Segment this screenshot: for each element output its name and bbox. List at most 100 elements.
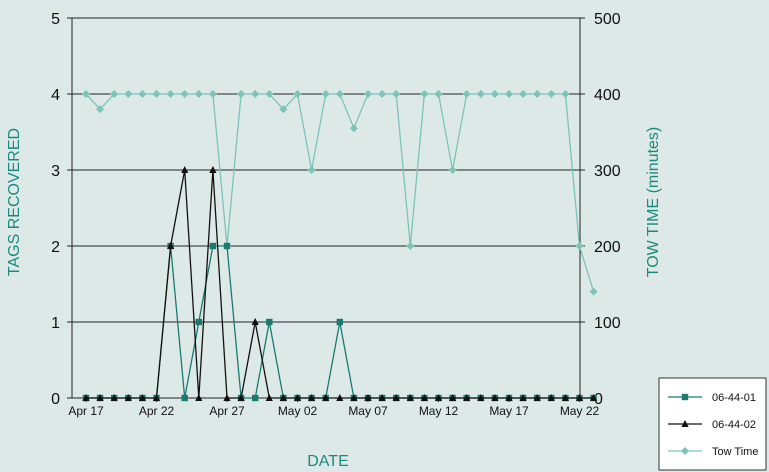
data-point bbox=[434, 90, 443, 98]
data-point bbox=[378, 394, 386, 401]
data-point bbox=[519, 394, 527, 401]
series-line bbox=[86, 169, 594, 399]
data-point bbox=[265, 90, 274, 98]
x-tick-label: May 22 bbox=[560, 404, 600, 418]
data-point bbox=[82, 90, 90, 98]
y2-axis-title: TOW TIME (minutes) bbox=[645, 127, 662, 278]
x-tick-label: May 17 bbox=[489, 404, 529, 418]
data-point bbox=[194, 90, 203, 98]
data-point bbox=[505, 394, 513, 401]
data-point bbox=[251, 318, 259, 325]
legend-label: Tow Time bbox=[712, 446, 758, 458]
series-line bbox=[85, 92, 595, 292]
legend-label: 06-44-02 bbox=[712, 419, 756, 431]
data-point bbox=[519, 90, 528, 98]
data-point bbox=[589, 287, 598, 296]
data-point bbox=[124, 90, 133, 98]
y2-tick-label: 200 bbox=[594, 239, 621, 256]
y-tick-label: 1 bbox=[51, 315, 60, 332]
data-point bbox=[152, 90, 161, 98]
data-point bbox=[477, 394, 485, 401]
data-point bbox=[448, 166, 457, 174]
x-tick-label: Apr 17 bbox=[68, 404, 104, 418]
data-point bbox=[208, 90, 217, 98]
data-point bbox=[181, 166, 189, 173]
data-point bbox=[96, 105, 105, 114]
data-point bbox=[533, 394, 541, 401]
y-tick-label: 0 bbox=[51, 391, 60, 408]
legend-label: 06-44-01 bbox=[712, 392, 756, 404]
series-layer bbox=[82, 90, 598, 402]
data-point bbox=[195, 394, 203, 401]
data-point bbox=[505, 90, 513, 98]
data-point bbox=[406, 242, 415, 250]
data-point bbox=[392, 90, 401, 98]
data-point bbox=[251, 90, 260, 98]
data-point bbox=[167, 242, 175, 249]
x-axis-ticks: Apr 17 Apr 22 Apr 27 May 02 May 07 May 12 May … bbox=[68, 398, 599, 418]
data-point bbox=[462, 90, 471, 98]
y2-tick-label: 0 bbox=[594, 391, 603, 408]
data-point bbox=[364, 90, 372, 98]
data-point bbox=[575, 394, 584, 401]
series-tow-time bbox=[82, 90, 598, 296]
x-tick-label: May 12 bbox=[419, 404, 459, 418]
data-point bbox=[321, 90, 330, 98]
data-point bbox=[223, 242, 231, 250]
data-point bbox=[195, 318, 202, 326]
y-tick-label: 4 bbox=[51, 87, 60, 104]
data-point bbox=[335, 90, 344, 98]
data-point bbox=[181, 394, 188, 402]
data-point bbox=[476, 90, 485, 98]
y2-tick-label: 100 bbox=[594, 315, 621, 332]
data-point bbox=[336, 394, 344, 401]
x-tick-label: May 07 bbox=[348, 404, 388, 418]
data-point bbox=[279, 394, 287, 401]
legend-marker bbox=[681, 447, 689, 455]
data-point bbox=[82, 394, 90, 401]
x-tick-label: May 02 bbox=[278, 404, 318, 418]
data-point bbox=[180, 90, 189, 98]
data-point bbox=[110, 394, 118, 401]
y-tick-label: 3 bbox=[51, 163, 60, 180]
data-point bbox=[166, 90, 175, 98]
data-point bbox=[392, 394, 400, 401]
data-point bbox=[378, 90, 387, 98]
y-tick-label: 2 bbox=[51, 239, 60, 256]
data-point bbox=[463, 394, 471, 401]
data-point bbox=[590, 394, 598, 401]
data-point bbox=[349, 124, 358, 133]
data-point bbox=[265, 394, 273, 401]
data-point bbox=[364, 394, 372, 401]
y-axis-title: TAGS RECOVERED bbox=[6, 128, 23, 276]
data-point bbox=[533, 90, 542, 98]
data-point bbox=[237, 394, 245, 401]
data-point bbox=[138, 394, 146, 401]
series-06-44-02 bbox=[82, 166, 598, 401]
data-point bbox=[138, 90, 147, 98]
data-point bbox=[279, 105, 288, 114]
data-point bbox=[490, 90, 499, 98]
data-point bbox=[110, 90, 119, 98]
data-point bbox=[575, 242, 584, 250]
y2-tick-label: 400 bbox=[594, 87, 621, 104]
plot-area bbox=[71, 17, 581, 399]
data-point bbox=[350, 394, 358, 401]
data-point bbox=[434, 394, 443, 401]
y2-tick-label: 500 bbox=[594, 11, 621, 28]
x-axis-title: DATE bbox=[307, 453, 348, 470]
data-point bbox=[266, 318, 273, 326]
data-point bbox=[561, 394, 569, 401]
data-point bbox=[420, 394, 428, 401]
legend-marker bbox=[681, 420, 689, 427]
y2-tick-label: 300 bbox=[594, 163, 621, 180]
data-point bbox=[252, 394, 259, 402]
gridlines bbox=[72, 93, 580, 323]
data-point bbox=[307, 166, 316, 174]
x-tick-label: Apr 27 bbox=[209, 404, 245, 418]
data-point bbox=[322, 394, 330, 401]
data-point bbox=[152, 394, 161, 401]
x-tick-label: Apr 22 bbox=[139, 404, 175, 418]
y-axis-ticks: 0 1 2 3 4 5 bbox=[51, 11, 72, 408]
data-point bbox=[308, 394, 316, 401]
